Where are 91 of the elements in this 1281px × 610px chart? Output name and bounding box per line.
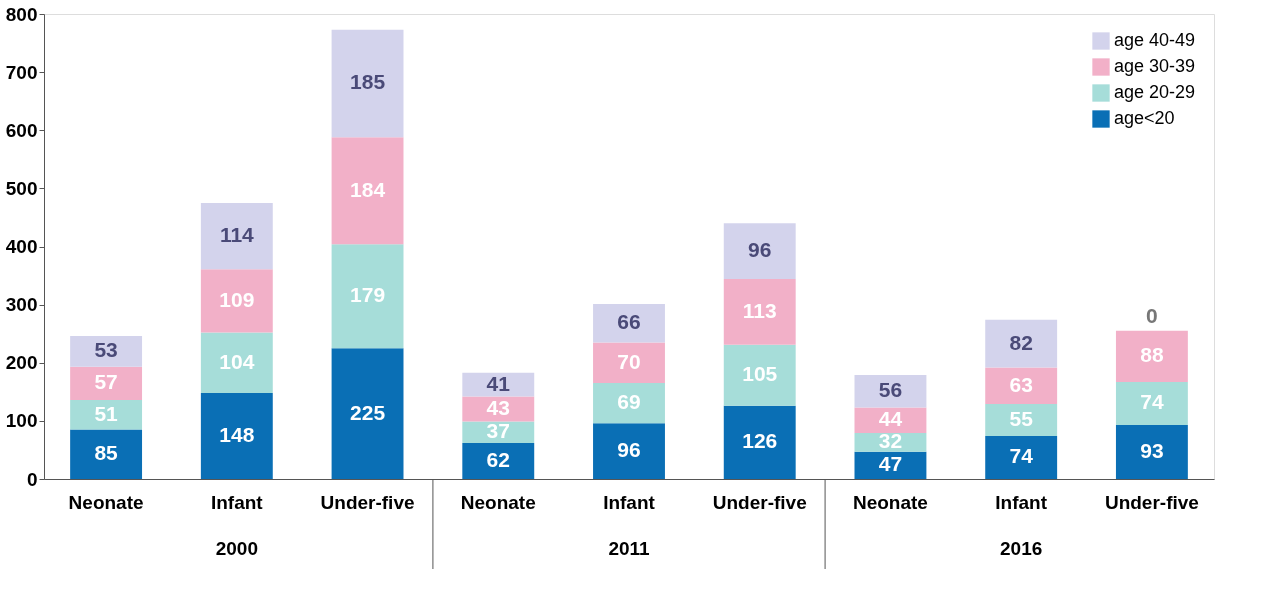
bar	[200, 269, 273, 333]
text: 2016	[1000, 538, 1043, 559]
bar	[593, 383, 665, 424]
data-label: 185	[350, 70, 386, 94]
data-label: 70	[617, 349, 641, 373]
bar	[1115, 424, 1188, 479]
bar	[331, 29, 404, 138]
x-tick-label: Neonate	[460, 491, 536, 513]
y-tick-label: 300	[5, 294, 38, 316]
bar	[985, 435, 1058, 479]
data-label: 105	[742, 362, 778, 386]
data-label: 62	[486, 447, 510, 471]
data-label: 55	[1009, 407, 1034, 430]
data-label: 66	[617, 310, 641, 334]
bar	[723, 279, 796, 345]
bar	[462, 442, 535, 479]
x-tick-label: Neonate	[68, 491, 144, 513]
bar	[200, 392, 273, 479]
data-label: 96	[617, 438, 641, 462]
x-tick-label: Infant	[210, 491, 264, 513]
data-label: 44	[878, 407, 903, 431]
bar	[200, 202, 273, 270]
bar	[200, 332, 273, 393]
bar	[70, 336, 143, 367]
y-tick-label: 200	[5, 352, 38, 374]
x-tick-label: Under-five	[712, 491, 807, 513]
legend-label: age 40-49	[1114, 30, 1196, 50]
data-label: 148	[219, 422, 255, 446]
data-label: 104	[219, 349, 255, 373]
data-label: 32	[878, 429, 903, 453]
x-tick-label: Under-five	[1104, 491, 1199, 513]
bar	[985, 367, 1058, 405]
data-label: 114	[219, 223, 255, 247]
data-label: 85	[94, 441, 119, 465]
legend-label: age 20-29	[1114, 82, 1196, 102]
y-tick-label: 800	[5, 3, 38, 25]
y-tick-label: 400	[5, 236, 38, 257]
bar	[593, 423, 665, 479]
data-label: 82	[1009, 330, 1033, 354]
bar	[1115, 330, 1188, 382]
data-label: 63	[1009, 372, 1033, 396]
bar	[854, 374, 927, 408]
bar	[593, 304, 665, 343]
y-tick-label: 0	[26, 468, 38, 490]
y-tick-label: 600	[5, 119, 38, 141]
bar	[70, 366, 143, 400]
data-label: 0	[1146, 303, 1158, 327]
bar	[1115, 381, 1188, 425]
x-tick-label: Neonate	[852, 491, 928, 513]
data-label: 57	[94, 370, 118, 394]
data-label: 109	[219, 287, 255, 311]
legend-label: age<20	[1114, 108, 1175, 128]
data-label: 126	[742, 429, 778, 453]
text: 2000	[215, 538, 258, 559]
data-label: 37	[486, 419, 510, 443]
data-label: 69	[617, 390, 641, 414]
bar	[70, 399, 143, 430]
bar	[593, 342, 665, 384]
bar	[985, 404, 1058, 436]
bar	[462, 421, 535, 443]
y-tick-label: 500	[5, 177, 38, 199]
data-label: 96	[748, 238, 772, 262]
bar	[723, 344, 796, 406]
y-tick-label: 700	[5, 61, 38, 83]
bar	[723, 405, 796, 479]
data-label: 74	[1140, 390, 1164, 414]
data-label: 56	[878, 378, 903, 402]
x-tick-label: Infant	[995, 491, 1048, 513]
x-tick-label: Infant	[603, 491, 656, 513]
bar	[331, 137, 404, 245]
data-label: 53	[94, 338, 118, 362]
y-tick-label: 100	[5, 410, 38, 432]
data-label: 184	[350, 177, 386, 201]
bar	[331, 244, 404, 349]
data-label: 51	[94, 401, 119, 425]
data-label: 179	[350, 283, 386, 307]
bar	[985, 319, 1058, 368]
data-label: 225	[350, 400, 386, 424]
text: 2011	[608, 538, 651, 559]
data-label: 74	[1009, 444, 1034, 468]
bar	[331, 348, 404, 479]
data-label: 41	[486, 371, 511, 395]
data-label: 113	[742, 298, 777, 322]
legend-label: age 30-39	[1114, 56, 1196, 76]
data-label: 93	[1140, 438, 1164, 462]
x-tick-label: Under-five	[320, 491, 415, 513]
data-label: 47	[878, 452, 903, 476]
bar	[70, 429, 143, 479]
data-label: 43	[486, 395, 510, 419]
bar	[723, 223, 796, 280]
data-label: 88	[1140, 343, 1164, 367]
